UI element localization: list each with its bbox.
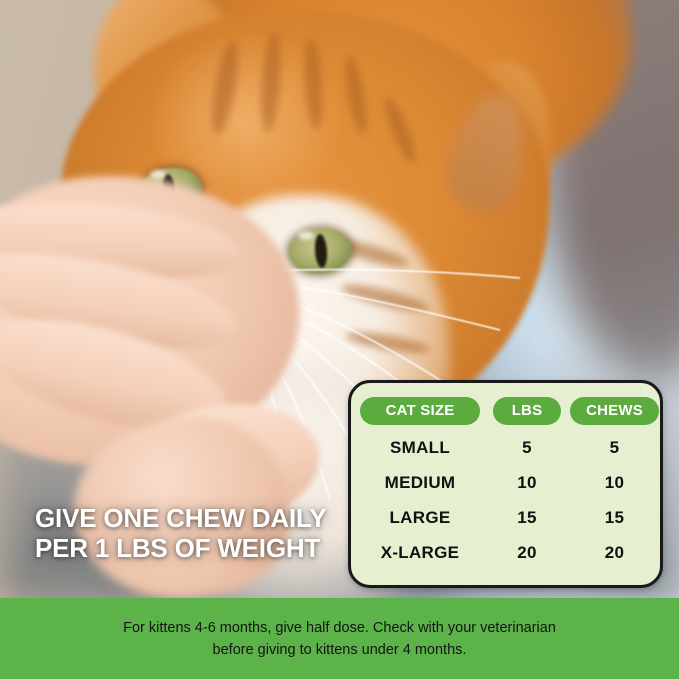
cell-lbs: 15 (517, 508, 537, 527)
cell-cat-size: SMALL (389, 438, 451, 457)
cell-lbs: 20 (517, 543, 537, 562)
cell-lbs: 10 (517, 473, 537, 492)
cell-chews: 10 (604, 473, 625, 492)
headline-line-1: GIVE ONE CHEW DAILY (35, 503, 327, 533)
headline-line-2: PER 1 LBS OF WEIGHT (35, 533, 321, 563)
footer-note-line-1: For kittens 4-6 months, give half dose. … (123, 619, 556, 636)
cell-cat-size: X-LARGE (380, 543, 460, 562)
headline: GIVE ONE CHEW DAILY PER 1 LBS OF WEIGHT (35, 503, 327, 563)
cell-chews: 5 (609, 438, 620, 457)
column-header-cat-size: CAT SIZE (360, 397, 480, 425)
table-row: X-LARGE 20 20 (351, 543, 660, 563)
footer-note: For kittens 4-6 months, give half dose. … (123, 617, 556, 661)
cell-cat-size: MEDIUM (384, 473, 456, 492)
column-header-chews: CHEWS (570, 397, 659, 425)
footer-note-line-2: before giving to kittens under 4 months. (212, 641, 467, 658)
dosage-table-card: CAT SIZE LBS CHEWS SMALL 5 5 MEDIUM 10 1… (348, 380, 663, 588)
cell-chews: 20 (604, 543, 625, 562)
cat-photo (0, 0, 679, 598)
cell-lbs: 5 (522, 438, 532, 457)
dosage-table-header-row: CAT SIZE LBS CHEWS (351, 397, 660, 425)
cat-right-eye-highlight (298, 231, 314, 240)
table-row: LARGE 15 15 (351, 508, 660, 528)
cat-left-eye-highlight (150, 170, 166, 179)
column-header-lbs: LBS (493, 397, 561, 425)
table-row: SMALL 5 5 (351, 438, 660, 458)
footer-banner: For kittens 4-6 months, give half dose. … (0, 598, 679, 679)
cell-chews: 15 (604, 508, 625, 527)
table-row: MEDIUM 10 10 (351, 473, 660, 493)
cell-cat-size: LARGE (389, 508, 451, 527)
